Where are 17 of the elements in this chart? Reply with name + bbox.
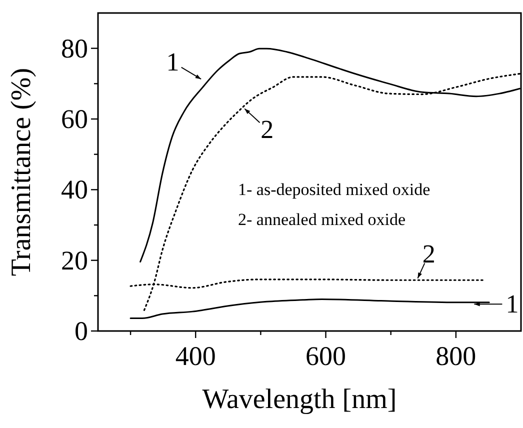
y-tick-label: 40 xyxy=(61,174,88,205)
annotation: 1- as-deposited mixed oxide xyxy=(238,180,430,199)
x-axis-title: Wavelength [nm] xyxy=(202,384,397,415)
annotation: 1 xyxy=(506,290,519,319)
x-tick-label: 400 xyxy=(175,341,216,371)
annotation: 1 xyxy=(166,48,180,77)
y-tick-label: 20 xyxy=(61,245,88,276)
x-tick-label: 600 xyxy=(306,341,346,371)
y-tick-label: 80 xyxy=(61,33,88,64)
annotation: 2 xyxy=(260,114,274,144)
y-axis-title: Transmittance (%) xyxy=(6,68,37,276)
y-tick-label: 60 xyxy=(61,104,88,134)
annotation: 2- annealed mixed oxide xyxy=(238,210,406,229)
y-tick-label: 0 xyxy=(74,316,88,346)
x-tick-label: 800 xyxy=(436,341,476,371)
annotation: 2 xyxy=(422,240,436,269)
line-series xyxy=(130,298,490,320)
